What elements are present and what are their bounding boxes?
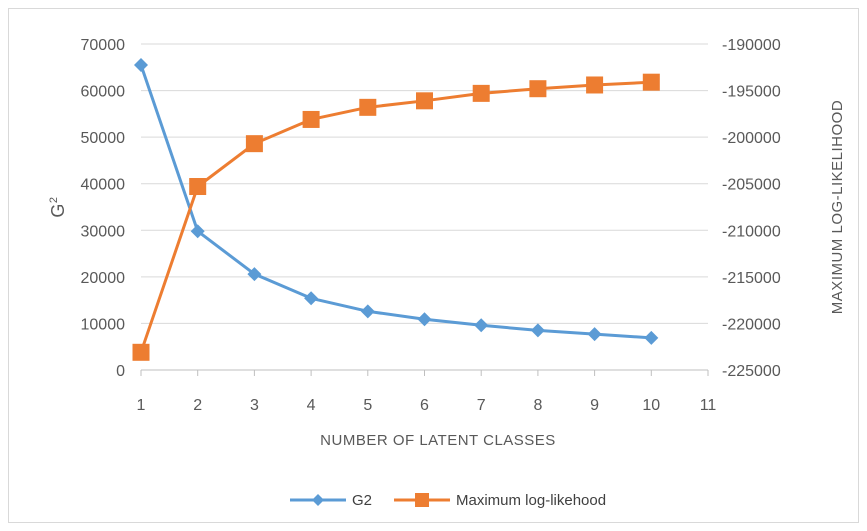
left-y-tick-label: 60000 [81, 84, 126, 101]
x-tick-label: 6 [420, 397, 429, 414]
left-y-tick-label: 50000 [81, 130, 126, 147]
right-y-tick-label: -205000 [722, 177, 781, 194]
data-point-diamond [644, 330, 659, 345]
left-y-axis-title: G2 [48, 196, 68, 217]
data-point-square [529, 80, 547, 98]
left-y-tick-labels: 0 10000 20000 30000 40000 50000 60000 70000 [81, 37, 126, 380]
right-y-tick-label: -215000 [722, 270, 781, 287]
data-point-diamond [360, 304, 375, 319]
legend-label: G2 [352, 492, 372, 509]
series-layer [132, 57, 660, 361]
right-y-tick-labels: -225000 -220000 -215000 -210000 -205000 -2000… [722, 37, 781, 380]
data-point-square [359, 98, 377, 116]
right-y-tick-label: -210000 [722, 223, 781, 240]
data-point-diamond [134, 57, 148, 72]
x-tick-labels: 1 2 3 4 5 6 7 8 9 10 11 [137, 397, 717, 414]
legend-marker-square [415, 493, 430, 507]
data-point-diamond [587, 327, 602, 342]
left-y-axis-title-sup: 2 [48, 196, 60, 203]
right-y-tick-label: -195000 [722, 84, 781, 101]
left-y-tick-label: 30000 [81, 223, 126, 240]
legend-marker-diamond [312, 494, 324, 506]
x-tick-label: 5 [363, 397, 372, 414]
left-y-tick-label: 40000 [81, 177, 126, 194]
legend-item: G2 [290, 492, 372, 509]
right-y-tick-label: -200000 [722, 130, 781, 147]
left-y-tick-label: 20000 [81, 270, 126, 287]
x-axis-title: NUMBER OF LATENT CLASSES [320, 432, 556, 449]
data-point-square [189, 178, 207, 196]
left-y-tick-label: 0 [116, 363, 125, 380]
data-point-diamond [417, 312, 432, 327]
data-point-diamond [530, 323, 545, 338]
x-tick-label: 11 [700, 397, 717, 414]
x-tick-label: 9 [590, 397, 599, 414]
x-tick-label: 7 [477, 397, 486, 414]
data-point-diamond [474, 318, 489, 333]
x-tick-label: 3 [250, 397, 259, 414]
right-y-axis-title: MAXIMUM LOG-LIKELIHOOD [829, 100, 846, 314]
right-y-tick-label: -220000 [722, 316, 781, 333]
axes [140, 369, 709, 376]
data-point-square [132, 343, 150, 361]
x-tick-label: 10 [642, 397, 660, 414]
legend: G2 Maximum log-likehood [290, 492, 606, 509]
legend-item: Maximum log-likehood [394, 492, 606, 509]
left-y-tick-label: 70000 [81, 37, 126, 54]
right-y-tick-label: -225000 [722, 363, 781, 380]
data-point-square [416, 92, 433, 110]
x-tick-label: 1 [137, 397, 146, 414]
series-line [139, 80, 652, 353]
data-point-square [302, 110, 320, 128]
data-point-diamond [190, 224, 205, 239]
series-max-log-likelihood [132, 73, 660, 361]
data-point-diamond [247, 267, 262, 282]
series-line [139, 64, 652, 340]
x-tick-label: 2 [193, 397, 202, 414]
right-y-tick-label: -190000 [722, 37, 781, 54]
data-point-square [586, 76, 604, 94]
series-g2 [134, 57, 659, 345]
data-point-square [642, 73, 660, 91]
left-y-axis-title-base: G [48, 203, 68, 218]
data-point-diamond [304, 291, 319, 306]
data-point-square [472, 84, 490, 102]
legend-label: Maximum log-likehood [456, 492, 606, 509]
x-tick-label: 8 [533, 397, 542, 414]
x-tick-label: 4 [307, 397, 316, 414]
left-y-tick-label: 10000 [81, 316, 126, 333]
data-point-square [245, 135, 263, 153]
gridlines [141, 43, 708, 324]
